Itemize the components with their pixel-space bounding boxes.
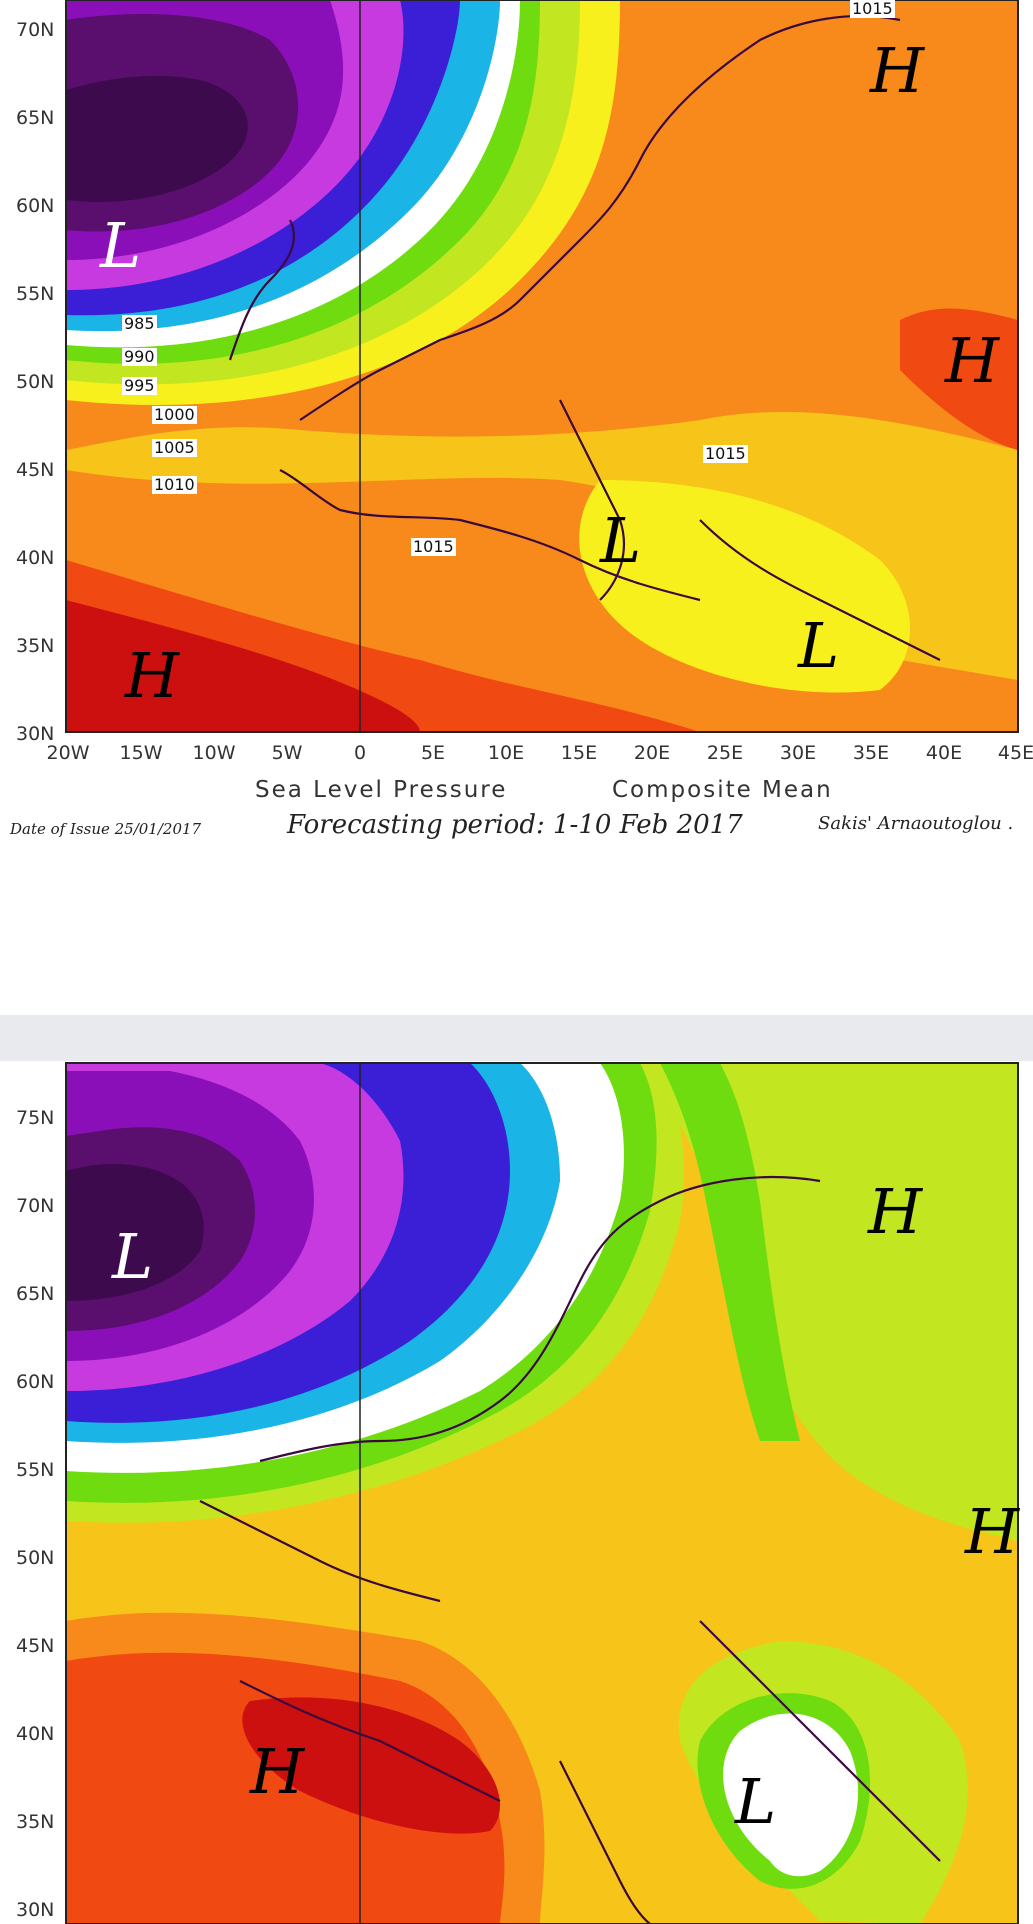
lon-label: 10E xyxy=(487,742,525,764)
contour-label: 1010 xyxy=(152,475,197,494)
post-separator xyxy=(0,865,1033,1020)
lat-label: 65N xyxy=(16,1283,55,1305)
contour-label: 1015 xyxy=(703,444,748,463)
high-pressure-label: H xyxy=(870,34,925,107)
lon-label: 20W xyxy=(46,742,90,764)
lon-label: 20E xyxy=(633,742,671,764)
lat-label: 50N xyxy=(16,371,55,393)
lon-label: 40E xyxy=(925,742,963,764)
map-panel-top: 70N 65N 60N 55N 50N 45N 40N 35N 30N 20W … xyxy=(0,0,1033,865)
lat-label: 60N xyxy=(16,195,55,217)
low-pressure-label: L xyxy=(798,609,840,682)
lon-label: 25E xyxy=(706,742,744,764)
lat-label: 45N xyxy=(16,459,55,481)
high-pressure-label: H xyxy=(250,1735,305,1808)
lat-label: 60N xyxy=(16,1371,55,1393)
high-pressure-label: H xyxy=(125,639,180,712)
lon-label: 35E xyxy=(852,742,890,764)
high-pressure-label: H xyxy=(965,1495,1020,1568)
contour-label: 995 xyxy=(122,376,157,395)
contour-label: 985 xyxy=(122,314,157,333)
lon-label: 15E xyxy=(560,742,598,764)
lat-label: 70N xyxy=(16,19,55,41)
high-pressure-label: H xyxy=(945,324,1000,397)
lat-label: 65N xyxy=(16,107,55,129)
lat-label: 30N xyxy=(16,1899,55,1921)
contour-label: 1015 xyxy=(850,0,895,18)
lat-label: 30N xyxy=(16,723,55,745)
lat-label: 75N xyxy=(16,1107,55,1129)
lon-label: 30E xyxy=(779,742,817,764)
lat-label: 35N xyxy=(16,635,55,657)
map-title: Sea Level Pressure xyxy=(255,777,508,803)
post-divider xyxy=(0,1015,1033,1061)
lon-label: 0 xyxy=(353,742,367,764)
lon-label: 45E xyxy=(997,742,1033,764)
high-pressure-label: H xyxy=(868,1175,923,1248)
lat-label: 40N xyxy=(16,547,55,569)
lat-label: 55N xyxy=(16,1459,55,1481)
lat-label: 70N xyxy=(16,1195,55,1217)
pressure-map-top xyxy=(65,0,1019,733)
forecast-period: Forecasting period: 1-10 Feb 2017 xyxy=(287,810,743,840)
contour-label: 1005 xyxy=(152,438,197,457)
lon-label: 5W xyxy=(271,742,303,764)
contour-label: 1015 xyxy=(411,537,456,556)
author-credit: Sakis' Arnaoutoglou . xyxy=(818,813,1014,834)
lat-label: 35N xyxy=(16,1811,55,1833)
low-pressure-label: L xyxy=(100,209,142,282)
low-pressure-label: L xyxy=(600,504,642,577)
lon-label: 10W xyxy=(192,742,236,764)
low-pressure-label: L xyxy=(735,1765,777,1838)
lat-label: 45N xyxy=(16,1635,55,1657)
contour-label: 1000 xyxy=(152,405,197,424)
low-pressure-label: L xyxy=(112,1220,154,1293)
lat-label: 50N xyxy=(16,1547,55,1569)
contour-label: 990 xyxy=(122,347,157,366)
map-panel-bottom: 75N 70N 65N 60N 55N 50N 45N 40N 35N 30N … xyxy=(0,1061,1033,1924)
lat-label: 55N xyxy=(16,283,55,305)
issue-date: Date of Issue 25/01/2017 xyxy=(10,820,202,838)
pressure-map-bottom xyxy=(65,1062,1019,1924)
lat-label: 40N xyxy=(16,1723,55,1745)
map-subtitle: Composite Mean xyxy=(612,777,833,803)
lon-label: 5E xyxy=(420,742,446,764)
lon-label: 15W xyxy=(119,742,163,764)
